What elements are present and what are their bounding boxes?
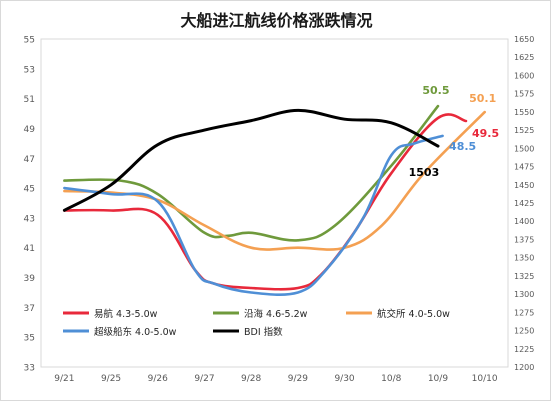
y-left-tick-label: 37	[24, 304, 35, 314]
annotation-label: 50.1	[469, 92, 496, 105]
x-tick-label: 9/30	[334, 374, 354, 384]
x-tick-label: 10/8	[381, 374, 401, 384]
x-tick-label: 10/9	[428, 374, 448, 384]
y-left-tick-label: 53	[24, 65, 35, 75]
series-line-1	[63, 104, 440, 242]
legend-label: 沿海 4.6-5.2w	[244, 308, 308, 320]
x-tick-label: 9/27	[194, 374, 214, 384]
annotation-label: 1503	[409, 166, 440, 179]
y-left-tick-label: 35	[24, 334, 35, 344]
y-left-tick-label: 41	[24, 244, 35, 254]
legend-label: 易航 4.3-5.0w	[94, 308, 158, 320]
y-right-tick-label: 1575	[514, 90, 534, 99]
y-left-tick-label: 51	[24, 95, 35, 105]
annotation-label: 50.5	[422, 84, 449, 97]
y-right-tick-label: 1300	[514, 290, 534, 299]
y-right-tick-label: 1200	[514, 363, 534, 372]
legend-label: BDI 指数	[244, 326, 283, 338]
x-tick-label: 9/26	[148, 374, 168, 384]
y-right-tick-label: 1225	[514, 345, 534, 354]
x-tick-label: 9/28	[241, 374, 261, 384]
series-line-3	[63, 134, 444, 296]
y-right-tick-label: 1625	[514, 53, 534, 62]
y-right-tick-label: 1350	[514, 254, 534, 263]
y-right-tick-label: 1325	[514, 272, 534, 281]
y-left-tick-label: 49	[24, 125, 36, 135]
y-left-tick-label: 33	[24, 364, 35, 374]
x-tick-label: 9/29	[288, 374, 308, 384]
y-left-tick-label: 47	[24, 155, 35, 165]
x-tick-label: 9/25	[101, 374, 121, 384]
y-left-tick-label: 45	[24, 185, 35, 195]
y-right-tick-label: 1500	[514, 144, 534, 153]
y-left-tick-label: 43	[24, 214, 35, 224]
annotation-label: 48.5	[449, 140, 476, 153]
y-right-tick-label: 1525	[514, 126, 534, 135]
y-right-tick-label: 1275	[514, 308, 534, 317]
series-line-0	[63, 113, 468, 291]
y-right-tick-label: 1425	[514, 199, 534, 208]
series-line-4	[62, 108, 440, 212]
y-right-tick-label: 1600	[514, 71, 534, 80]
series-line-2	[63, 110, 486, 251]
y-right-tick-label: 1475	[514, 163, 534, 172]
y-right-tick-label: 1550	[514, 108, 534, 117]
y-right-tick-label: 1250	[514, 327, 534, 336]
x-tick-label: 9/21	[54, 374, 74, 384]
y-right-tick-label: 1375	[514, 235, 534, 244]
legend-label: 超级船东 4.0-5.0w	[94, 326, 177, 338]
x-tick-label: 10/10	[472, 374, 498, 384]
plot-area	[40, 38, 509, 368]
y-right-tick-label: 1400	[514, 217, 534, 226]
y-right-tick-label: 1450	[514, 181, 534, 190]
y-left-tick-label: 55	[24, 36, 35, 46]
y-right-tick-label: 1650	[514, 35, 534, 44]
legend-label: 航交所 4.0-5.0w	[377, 308, 450, 320]
chart-title: 大船进江航线价格涨跌情况	[180, 11, 373, 30]
y-left-tick-label: 39	[24, 274, 36, 284]
annotation-label: 49.5	[472, 127, 499, 140]
